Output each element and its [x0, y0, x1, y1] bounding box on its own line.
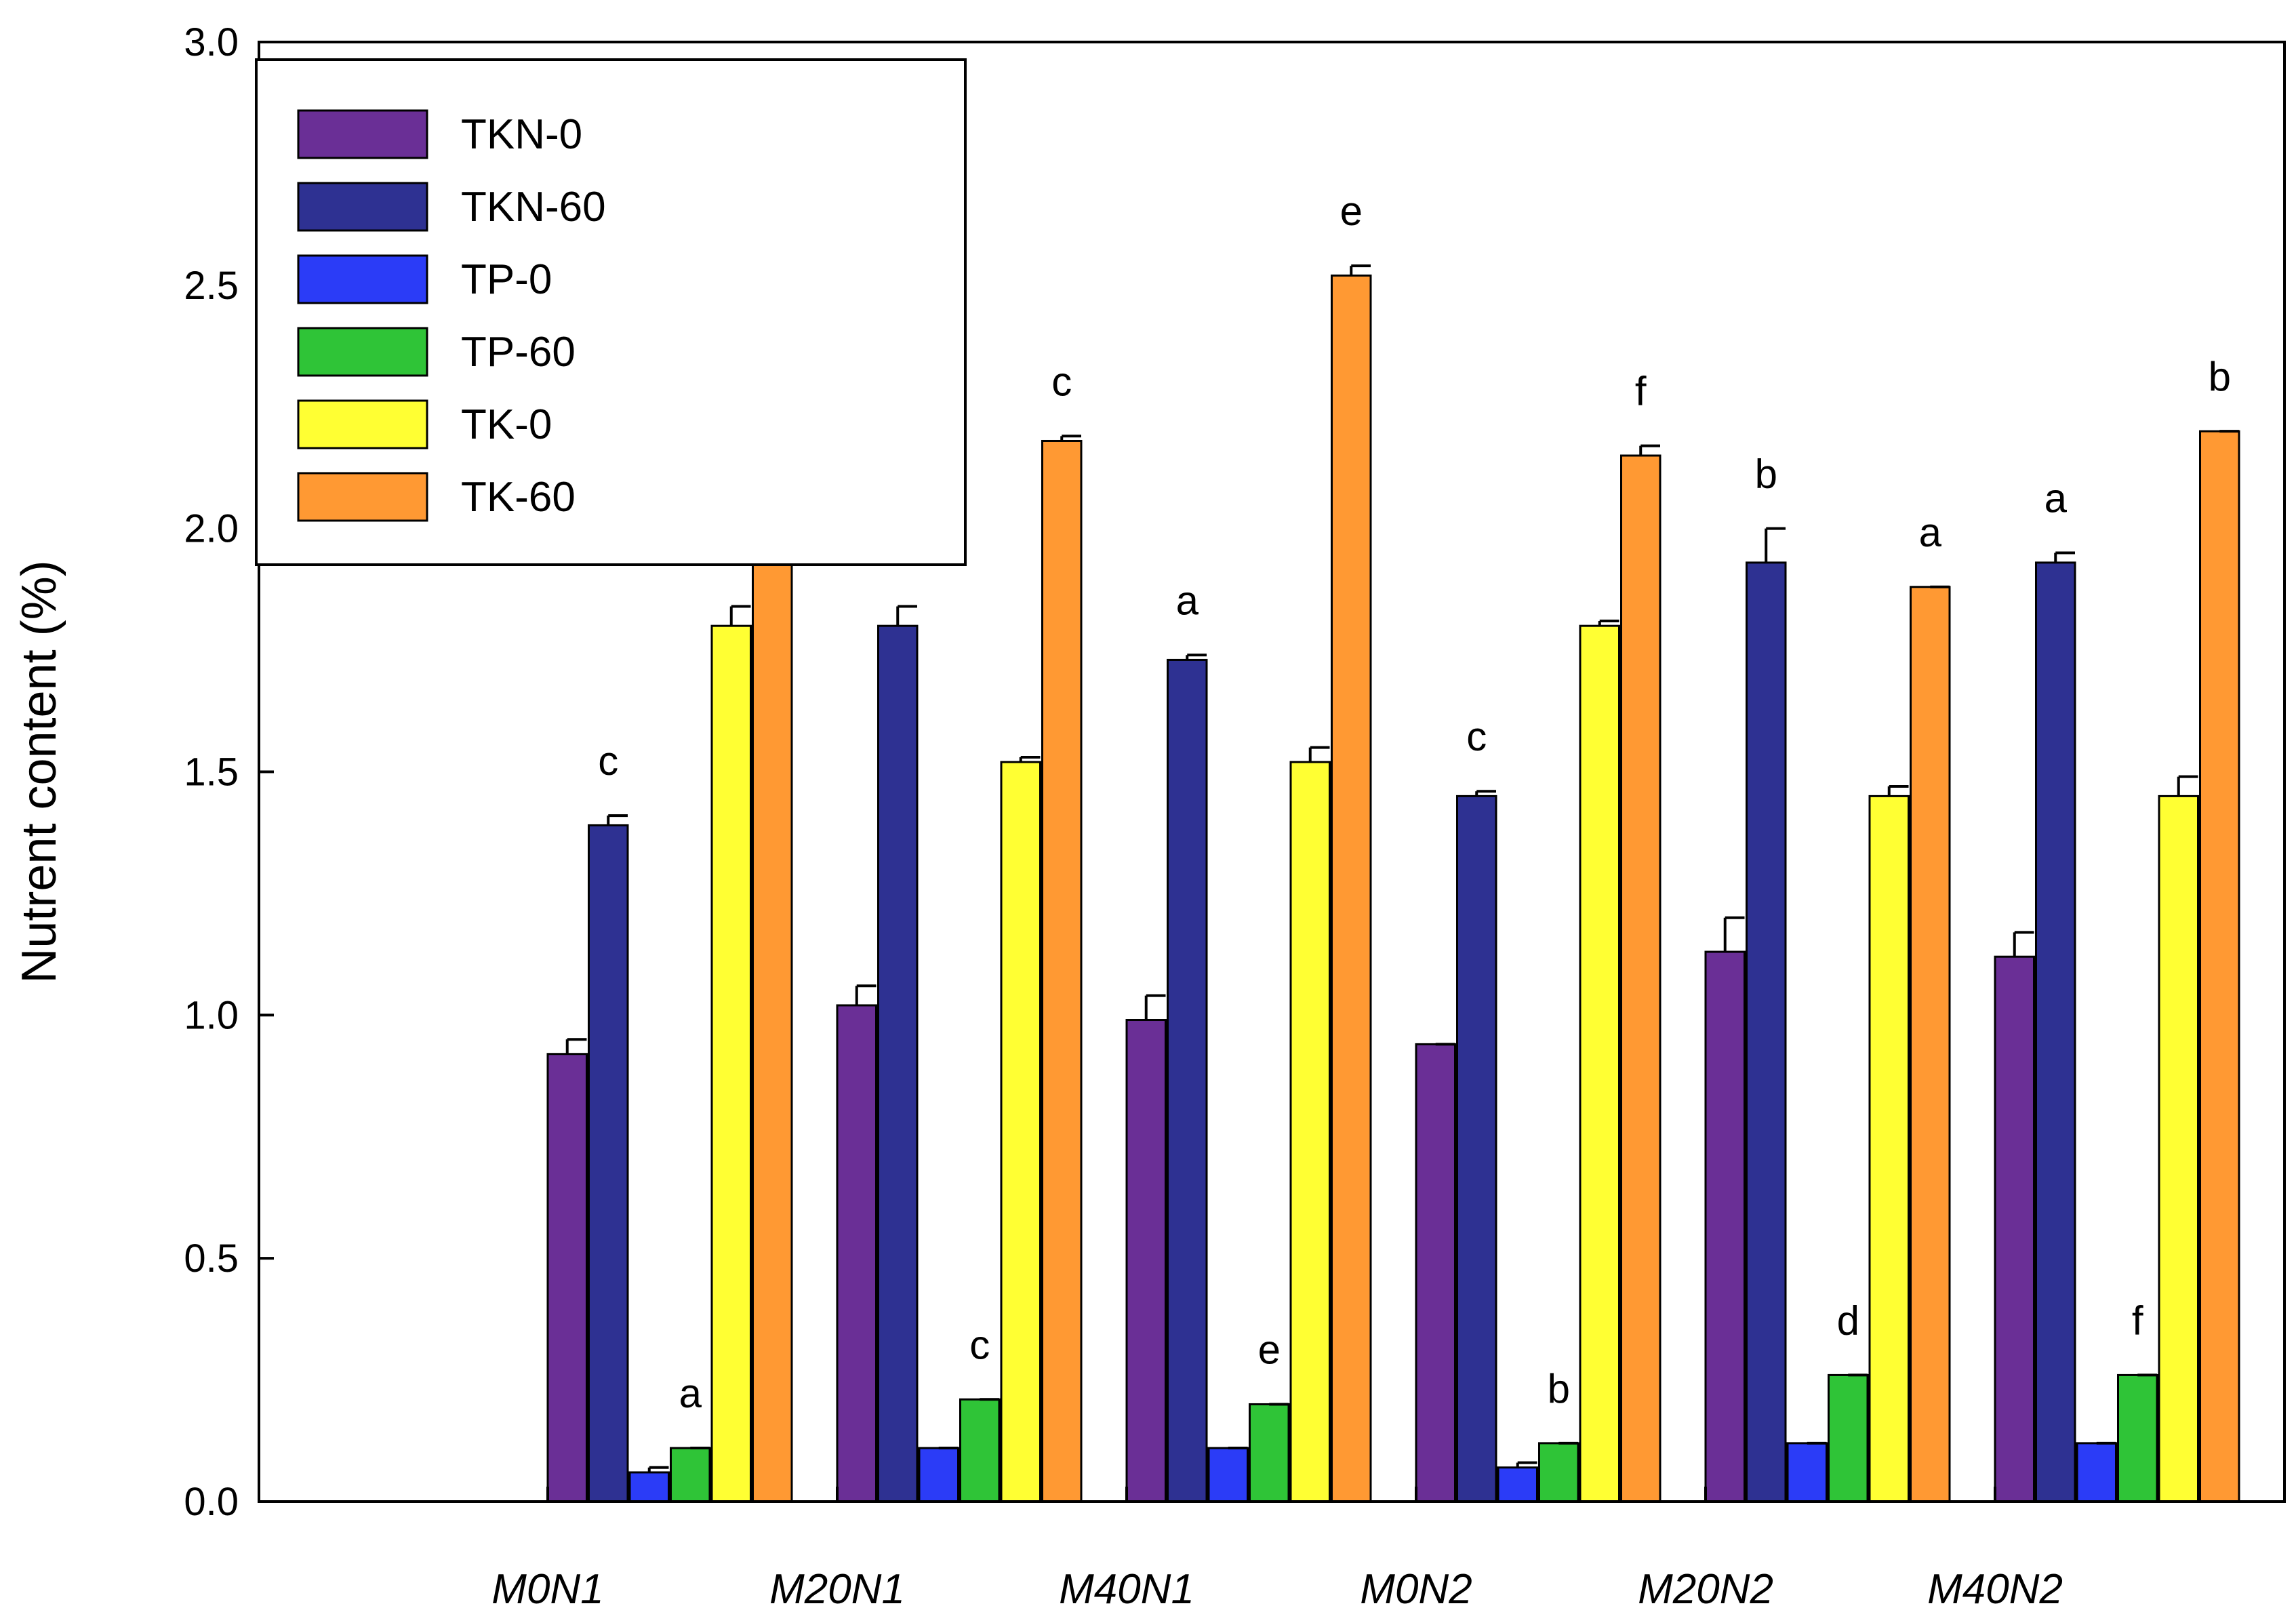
bar-tp-60-m0n1: [670, 1447, 711, 1503]
y-tick-label: 3.0: [184, 20, 239, 64]
significance-letter: c: [598, 738, 618, 784]
x-tick-label: M40N1: [1059, 1566, 1194, 1608]
bar-tk-60-m0n2: [1620, 454, 1661, 1503]
significance-letter: d: [1837, 1298, 1859, 1343]
legend-swatch: [297, 399, 428, 449]
significance-letter: a: [2045, 476, 2068, 521]
y-tick-label: 2.5: [184, 264, 239, 308]
bar-tp-0-m20n1: [918, 1447, 959, 1503]
bar-tkn-0-m40n1: [1125, 1019, 1167, 1503]
y-tick-label: 2.0: [184, 507, 239, 551]
bar-tk-60-m20n1: [1041, 439, 1083, 1503]
y-tick-label: 1.0: [184, 993, 239, 1037]
bar-tp-60-m20n1: [959, 1398, 1001, 1503]
x-tick-label: M20N2: [1638, 1566, 1773, 1608]
legend-label: TP-60: [461, 329, 576, 376]
legend-swatch: [297, 472, 428, 522]
significance-letter: e: [1340, 188, 1363, 234]
significance-letter: c: [969, 1322, 990, 1367]
significance-letter: b: [1755, 451, 1777, 497]
significance-letter: b: [2209, 354, 2231, 399]
bar-tkn-0-m20n2: [1704, 950, 1746, 1503]
bar-tp-60-m40n2: [2117, 1373, 2158, 1503]
significance-letter: e: [1258, 1327, 1281, 1372]
y-axis: 0.0 0.5 1.0 1.5 2.0 2.5 3.0: [184, 20, 274, 1524]
bar-tk-60-m40n1: [1331, 274, 1372, 1503]
bar-tp-0-m20n2: [1786, 1442, 1828, 1503]
significance-letter: a: [1919, 510, 1942, 555]
bar-tp-60-m0n2: [1538, 1442, 1579, 1503]
bar-tp-0-m0n2: [1497, 1466, 1538, 1503]
legend-swatch: [297, 327, 428, 377]
bar-tkn-60-m0n1: [588, 824, 629, 1503]
bar-tp-0-m40n2: [2076, 1442, 2117, 1503]
x-tick-label: M0N2: [1360, 1566, 1472, 1608]
legend-swatch: [297, 182, 428, 232]
y-tick-label: 0.5: [184, 1237, 239, 1281]
bar-tkn-0-m0n2: [1415, 1043, 1456, 1503]
x-tick-label: M20N1: [769, 1566, 905, 1608]
bar-tk-0-m40n1: [1289, 761, 1331, 1503]
bar-tp-60-m20n2: [1828, 1373, 1869, 1503]
x-axis: M0N1 M20N1 M40N1 M0N2 M20N2 M40N2: [491, 1487, 2063, 1608]
bar-tkn-0-m0n1: [546, 1053, 588, 1503]
bar-tk-0-m20n1: [1000, 761, 1041, 1503]
significance-letter: a: [1176, 578, 1199, 623]
significance-letter: c: [1051, 359, 1072, 404]
legend-label: TKN-0: [461, 111, 582, 158]
bar-tkn-60-m20n1: [877, 624, 919, 1503]
bar-tp-60-m40n1: [1249, 1403, 1290, 1503]
bar-tp-0-m40n1: [1207, 1447, 1249, 1503]
bar-tk-0-m0n2: [1579, 624, 1620, 1503]
legend-label: TK-0: [461, 401, 552, 448]
bar-tkn-60-m40n2: [2035, 561, 2076, 1503]
y-tick-label: 0.0: [184, 1480, 239, 1524]
error-bars-layer: [565, 264, 2239, 1472]
x-tick-label: M0N1: [491, 1566, 603, 1608]
bar-tkn-60-m0n2: [1456, 795, 1497, 1503]
legend: TKN-0 TKN-60 TP-0 TP-60 TK-0 TK-60: [255, 58, 967, 566]
bar-tkn-60-m20n2: [1746, 561, 1787, 1503]
y-axis-label: Nutrent content (%): [12, 560, 66, 983]
bar-tkn-0-m20n1: [836, 1004, 877, 1503]
bar-tk-60-m20n2: [1910, 586, 1951, 1503]
legend-swatch: [297, 254, 428, 304]
significance-letter: a: [679, 1371, 702, 1416]
bar-tk-0-m0n1: [710, 624, 752, 1503]
x-tick-label: M40N2: [1927, 1566, 2063, 1608]
legend-label: TP-0: [461, 256, 552, 303]
legend-swatch: [297, 109, 428, 159]
bar-tk-0-m40n2: [2158, 795, 2199, 1503]
bar-tk-0-m20n2: [1868, 795, 1910, 1503]
significance-letter: f: [2132, 1298, 2143, 1343]
bar-tp-0-m0n1: [628, 1471, 670, 1503]
legend-label: TK-60: [461, 474, 576, 521]
significance-letter: c: [1466, 714, 1487, 759]
significance-letter: b: [1548, 1366, 1570, 1411]
significance-letter: f: [1635, 369, 1647, 414]
legend-label: TKN-60: [461, 184, 606, 230]
bar-tkn-60-m40n1: [1167, 658, 1208, 1503]
bar-tk-60-m40n2: [2199, 430, 2240, 1503]
y-tick-label: 1.5: [184, 750, 239, 795]
bar-tkn-0-m40n2: [1994, 955, 2035, 1503]
